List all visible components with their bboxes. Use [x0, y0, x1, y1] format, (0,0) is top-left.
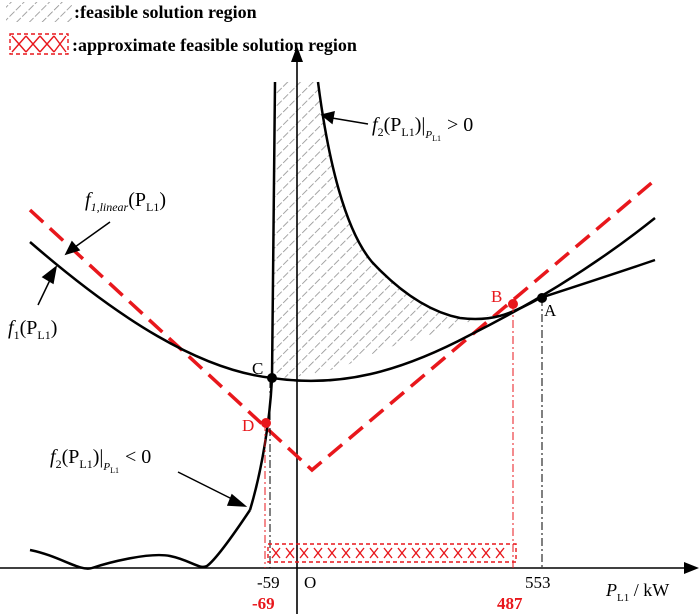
origin-label: O: [304, 573, 316, 592]
point-d-label: D: [242, 416, 254, 435]
f2-positive-label: f2(PL1)|PL1> 0: [372, 114, 473, 143]
tick-neg69: -69: [252, 594, 275, 613]
point-c-marker: [267, 373, 277, 383]
legend-approx-label: :approximate feasible solution region: [72, 35, 357, 55]
tick-487: 487: [497, 594, 523, 613]
x-axis-arrow: [684, 562, 699, 574]
point-a-label: A: [544, 301, 557, 320]
legend-cross-swatch: [9, 33, 69, 55]
tick-neg59: -59: [257, 573, 280, 592]
feasible-region: [272, 82, 512, 378]
annotation-arrows: [37, 110, 369, 507]
point-d-marker: [261, 418, 271, 428]
point-a-marker: [537, 293, 547, 303]
f2-negative-curve: [29, 509, 252, 570]
f1-linear-label: f1,linear(PL1): [85, 189, 166, 214]
y-axis-arrow: [291, 46, 303, 62]
approx-feasible-region: [267, 543, 517, 563]
f1-curve: [29, 217, 656, 383]
legend-hatch-swatch: [6, 2, 72, 22]
f2-steep-curve: [248, 81, 277, 511]
point-b-marker: [508, 299, 518, 309]
f1-linear-curve: [28, 178, 657, 473]
f2-negative-label: f2(PL1)|PL1< 0: [50, 446, 151, 475]
f2-positive-curve: [316, 81, 656, 321]
point-b-label: B: [491, 287, 502, 306]
tick-553: 553: [525, 573, 551, 592]
x-axis-label: PL1 / kW: [605, 580, 669, 604]
f1-label: f1(PL1): [8, 317, 57, 342]
legend-feasible-label: :feasible solution region: [74, 2, 257, 22]
point-c-label: C: [252, 359, 263, 378]
